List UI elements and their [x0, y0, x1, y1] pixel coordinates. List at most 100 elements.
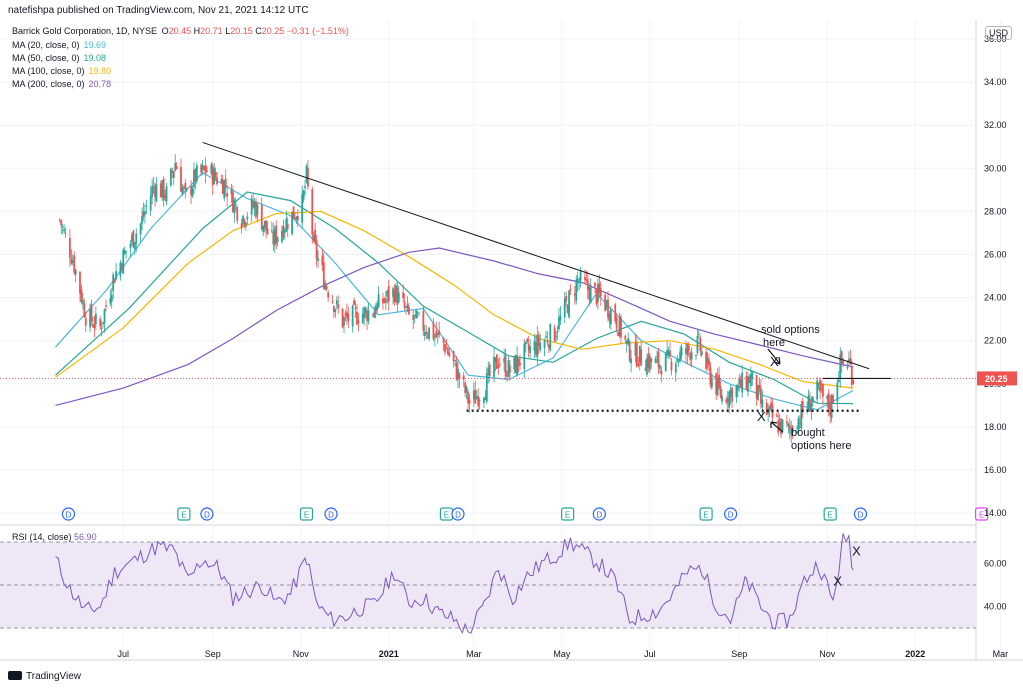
candle-body	[408, 306, 410, 315]
event-marker-label: D	[66, 511, 72, 520]
currency-badge[interactable]: USD	[985, 26, 1013, 40]
rsi-line	[55, 533, 854, 635]
candle-body	[569, 288, 572, 291]
candle-body	[321, 255, 324, 266]
candle-body	[426, 335, 429, 337]
candle-body	[497, 365, 500, 368]
candle-body	[367, 310, 370, 321]
candle-body	[102, 322, 104, 325]
event-marker-label: E	[304, 511, 309, 520]
time-tick-label: May	[553, 649, 571, 659]
candle-body	[69, 238, 71, 258]
earnings-marker	[699, 507, 713, 521]
candle-body	[457, 368, 459, 380]
candle-body	[537, 334, 540, 347]
candle-body	[685, 348, 687, 354]
bought-options-note: bought	[791, 427, 825, 439]
candle-body	[588, 286, 591, 300]
candle-body	[223, 180, 226, 199]
candle-body	[787, 423, 790, 427]
candle-body	[494, 357, 497, 362]
tradingview-logo: TradingView	[8, 671, 81, 682]
candle-body	[200, 164, 203, 173]
candle-body	[468, 399, 471, 404]
candle-body	[416, 315, 419, 317]
event-marker-label: D	[858, 511, 864, 520]
candle-body	[145, 206, 148, 208]
candle-body	[599, 288, 602, 297]
candle-body	[448, 352, 451, 356]
ohlc-low: L20.15	[225, 26, 253, 36]
candle-body	[478, 400, 481, 402]
ma200-legend[interactable]: MA (200, close, 0) 20.78	[12, 79, 112, 89]
candle-body	[679, 351, 682, 361]
ma20-legend[interactable]: MA (20, close, 0) 19.69	[12, 40, 107, 50]
candle-body	[236, 206, 239, 221]
ma-line	[55, 191, 854, 405]
candle-body	[615, 317, 618, 329]
candle-body	[266, 228, 269, 235]
rsi-legend[interactable]: RSI (14, close) 56.90	[12, 532, 97, 542]
candle-body	[250, 198, 253, 215]
candle-body	[374, 306, 377, 315]
candle-body	[836, 382, 839, 402]
candle-body	[595, 289, 598, 304]
candle-body	[556, 331, 559, 333]
candle-body	[849, 357, 852, 365]
candle-body	[493, 356, 495, 377]
candle-body	[709, 367, 712, 385]
bought-options-note: options here	[791, 440, 852, 452]
earnings-marker	[177, 507, 191, 521]
event-marker-label: E	[827, 511, 832, 520]
candle-body	[415, 310, 418, 319]
candle-body	[311, 189, 314, 235]
candle-body	[798, 422, 801, 424]
candle-body	[543, 340, 546, 349]
candle-body	[182, 187, 185, 189]
candle-body	[79, 271, 81, 294]
candle-body	[729, 389, 732, 397]
candle-body	[353, 300, 355, 305]
ma100-legend[interactable]: MA (100, close, 0) 19.80	[12, 66, 112, 76]
candle-body	[165, 186, 168, 202]
candle-body	[539, 342, 542, 351]
candle-body	[568, 290, 570, 318]
candle-body	[119, 262, 122, 276]
candle-body	[252, 201, 255, 208]
candle-body	[337, 304, 340, 309]
candle-body	[296, 216, 299, 221]
candle-body	[405, 306, 407, 308]
candle-body	[376, 302, 379, 311]
candle-body	[185, 188, 188, 191]
candle-body	[122, 249, 125, 274]
candle-body	[131, 234, 133, 243]
candle-body	[852, 380, 855, 385]
candle-body	[283, 230, 286, 233]
candle-body	[294, 218, 296, 220]
candle-body	[676, 358, 679, 361]
candle-body	[334, 309, 337, 312]
candle-body	[89, 307, 91, 328]
price-tick-label: 32.00	[984, 120, 1007, 130]
candle-body	[728, 391, 731, 408]
candle-body	[115, 271, 117, 280]
candle-body	[618, 316, 621, 336]
candle-body	[70, 258, 73, 264]
candle-body	[285, 218, 288, 232]
time-tick-label: Sep	[205, 649, 221, 659]
candle-body	[635, 342, 638, 367]
candle-body	[839, 354, 842, 379]
ohlc-high: H20.71	[193, 26, 223, 36]
candle-body	[829, 404, 832, 416]
candle-body	[204, 164, 207, 175]
candle-body	[436, 332, 439, 336]
candle-body	[155, 183, 158, 201]
candle-body	[172, 171, 175, 179]
candle-body	[81, 299, 84, 304]
ma50-legend[interactable]: MA (50, close, 0) 19.08	[12, 53, 107, 63]
candle-body	[373, 311, 376, 318]
candle-body	[282, 225, 285, 238]
candle-body	[159, 183, 162, 198]
